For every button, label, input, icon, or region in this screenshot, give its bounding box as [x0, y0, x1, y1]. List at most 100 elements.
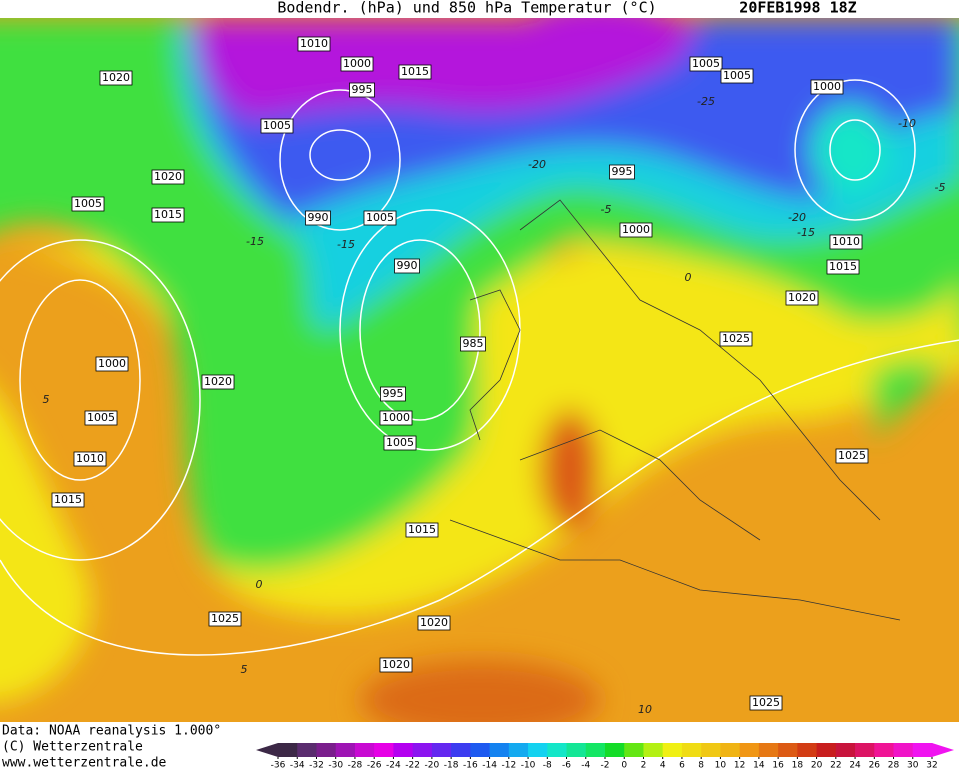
- isobar-label: 1000: [382, 411, 410, 424]
- isobar-label: 1005: [386, 436, 414, 449]
- temperature-label: -5: [935, 181, 946, 194]
- colorbar-bin: [816, 743, 837, 757]
- colorbar-bin: [451, 743, 471, 757]
- colorbar-bin: [278, 743, 298, 757]
- temperature-label: -20: [528, 158, 546, 171]
- temperature-label: -20: [788, 211, 806, 224]
- isobar-label: 1005: [87, 411, 115, 424]
- isobar-label-box: [719, 331, 753, 347]
- isobar-label: 995: [352, 83, 373, 96]
- isobar-label: 1025: [211, 612, 239, 625]
- colorbar-bin: [662, 743, 683, 757]
- footer-text: Data: NOAA reanalysis 1.000°: [2, 724, 221, 739]
- isobar-label: 995: [383, 387, 404, 400]
- isobar-label: 1000: [343, 57, 371, 70]
- footer-text: (C) Wetterzentrale: [2, 740, 143, 755]
- isobar-label: 1015: [401, 65, 429, 78]
- isobar-label: 1010: [300, 37, 328, 50]
- isobar-label-box: [71, 196, 105, 212]
- colorbar-bin: [797, 743, 818, 757]
- isobar-label-box: [151, 207, 185, 223]
- colorbar-tick-label: 22: [830, 761, 841, 770]
- isobar-label: 995: [612, 165, 633, 178]
- isobar-label-box: [379, 657, 413, 673]
- colorbar-bin: [393, 743, 414, 757]
- colorbar-tick-label: -24: [386, 761, 401, 770]
- isobar-label: 1005: [263, 119, 291, 132]
- isobar-label-box: [84, 410, 118, 426]
- isobar-label-box: [305, 210, 331, 226]
- isobar-label-box: [619, 222, 653, 238]
- isobar-label-box: [380, 386, 406, 402]
- colorbar-tick-label: -16: [463, 761, 478, 770]
- colorbar-tick-label: 18: [792, 761, 804, 770]
- isobar-label: 1000: [813, 80, 841, 93]
- isobar-label-box: [201, 374, 235, 390]
- isobar-label: 1020: [788, 291, 816, 304]
- isobar-label: 1020: [420, 616, 448, 629]
- colorbar-tick-label: -8: [543, 761, 552, 770]
- colorbar-bin: [566, 743, 587, 757]
- colorbar-tick-label: 6: [679, 761, 685, 770]
- colorbar-tick-label: 20: [811, 761, 823, 770]
- isobar-label: 1020: [154, 170, 182, 183]
- isobar-label-box: [785, 290, 819, 306]
- colorbar-tick-label: -14: [482, 761, 497, 770]
- colorbar-tick-label: -10: [521, 761, 536, 770]
- isobar-label: 1005: [692, 57, 720, 70]
- isobar-label-box: [460, 336, 486, 352]
- colorbar-tick-label: -32: [309, 761, 324, 770]
- isobar-label-box: [749, 695, 783, 711]
- isobar-label-box: [720, 68, 754, 84]
- isobar-label: 1015: [829, 260, 857, 273]
- isobar-label-box: [379, 410, 413, 426]
- temperature-label: -15: [337, 238, 355, 251]
- colorbar-tick-label: -36: [271, 761, 286, 770]
- isobar-label-box: [383, 435, 417, 451]
- isobar-label-box: [835, 448, 869, 464]
- temperature-label: -15: [797, 226, 815, 239]
- colorbar-tick-label: 28: [888, 761, 900, 770]
- temperature-label: 0: [256, 578, 263, 591]
- isobar-label-box: [826, 259, 860, 275]
- isobar-label: 990: [397, 259, 418, 272]
- colorbar-tick-label: 30: [907, 761, 919, 770]
- colorbar-arrow: [256, 743, 278, 757]
- colorbar-bin: [778, 743, 798, 757]
- map-title: Bodendr. (hPa) und 850 hPa Temperatur (°…: [277, 0, 656, 17]
- colorbar-bin: [412, 743, 433, 757]
- isobar-label: 1025: [752, 696, 780, 709]
- colorbar-bin: [547, 743, 568, 757]
- isobar-label-box: [208, 611, 242, 627]
- temperature-label: 0: [685, 271, 692, 284]
- colorbar-tick-label: -12: [501, 761, 516, 770]
- temperature-label: -5: [601, 203, 612, 216]
- isobar-label: 985: [463, 337, 484, 350]
- colorbar-bin: [431, 743, 452, 757]
- colorbar-tick-label: -20: [425, 761, 440, 770]
- isobar-label: 1005: [366, 211, 394, 224]
- colorbar-tick-label: -34: [290, 761, 305, 770]
- isobar-label: 1005: [723, 69, 751, 82]
- isobar-label: 1025: [722, 332, 750, 345]
- colorbar-tick-label: -26: [367, 761, 382, 770]
- temperature-label: -10: [898, 117, 916, 130]
- colorbar-bin: [643, 743, 664, 757]
- isobar-label: 1000: [622, 223, 650, 236]
- isobar-label-box: [260, 118, 294, 134]
- isobar-label-box: [73, 451, 107, 467]
- isobars: [0, 79, 959, 656]
- colorbar-bin: [874, 743, 895, 757]
- temperature-label: 5: [43, 393, 50, 406]
- colorbar-tick-label: 32: [926, 761, 937, 770]
- isobar-label-box: [417, 615, 451, 631]
- colorbar-bin: [720, 743, 741, 757]
- isobar-label-box: [689, 56, 723, 72]
- isobar-label: 1020: [204, 375, 232, 388]
- colorbar-tick-label: -22: [405, 761, 420, 770]
- isobar-label: 1020: [382, 658, 410, 671]
- colorbar-tick-label: -30: [328, 761, 343, 770]
- colorbar-bin: [912, 743, 933, 757]
- colorbar-tick-label: 2: [641, 761, 647, 770]
- colorbar-tick-label: 8: [698, 761, 704, 770]
